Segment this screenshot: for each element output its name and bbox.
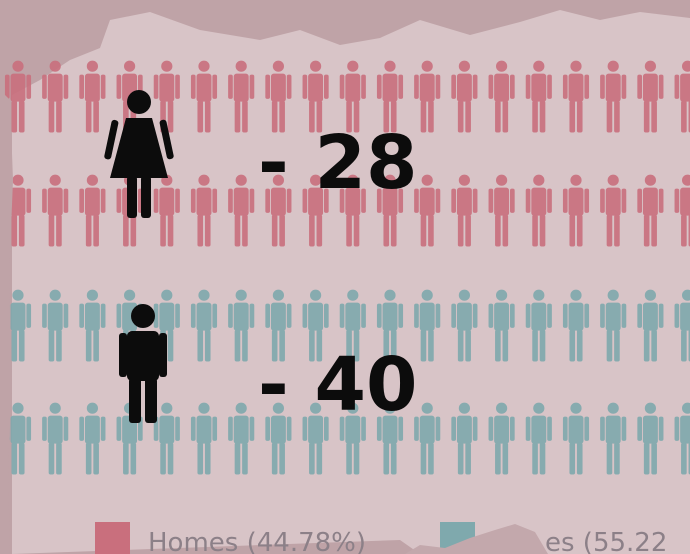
man-icon [119,304,167,423]
torn-edge-left [0,0,13,554]
torn-paper [405,524,548,554]
legend-label: Homes (44.78%) [148,528,366,554]
legend-swatch [95,522,130,554]
men-count: - 40 [258,342,417,428]
legend-label: es (55.22 [545,528,667,554]
women-count: - 28 [258,120,417,206]
woman-icon [104,90,174,218]
paper [12,10,690,554]
